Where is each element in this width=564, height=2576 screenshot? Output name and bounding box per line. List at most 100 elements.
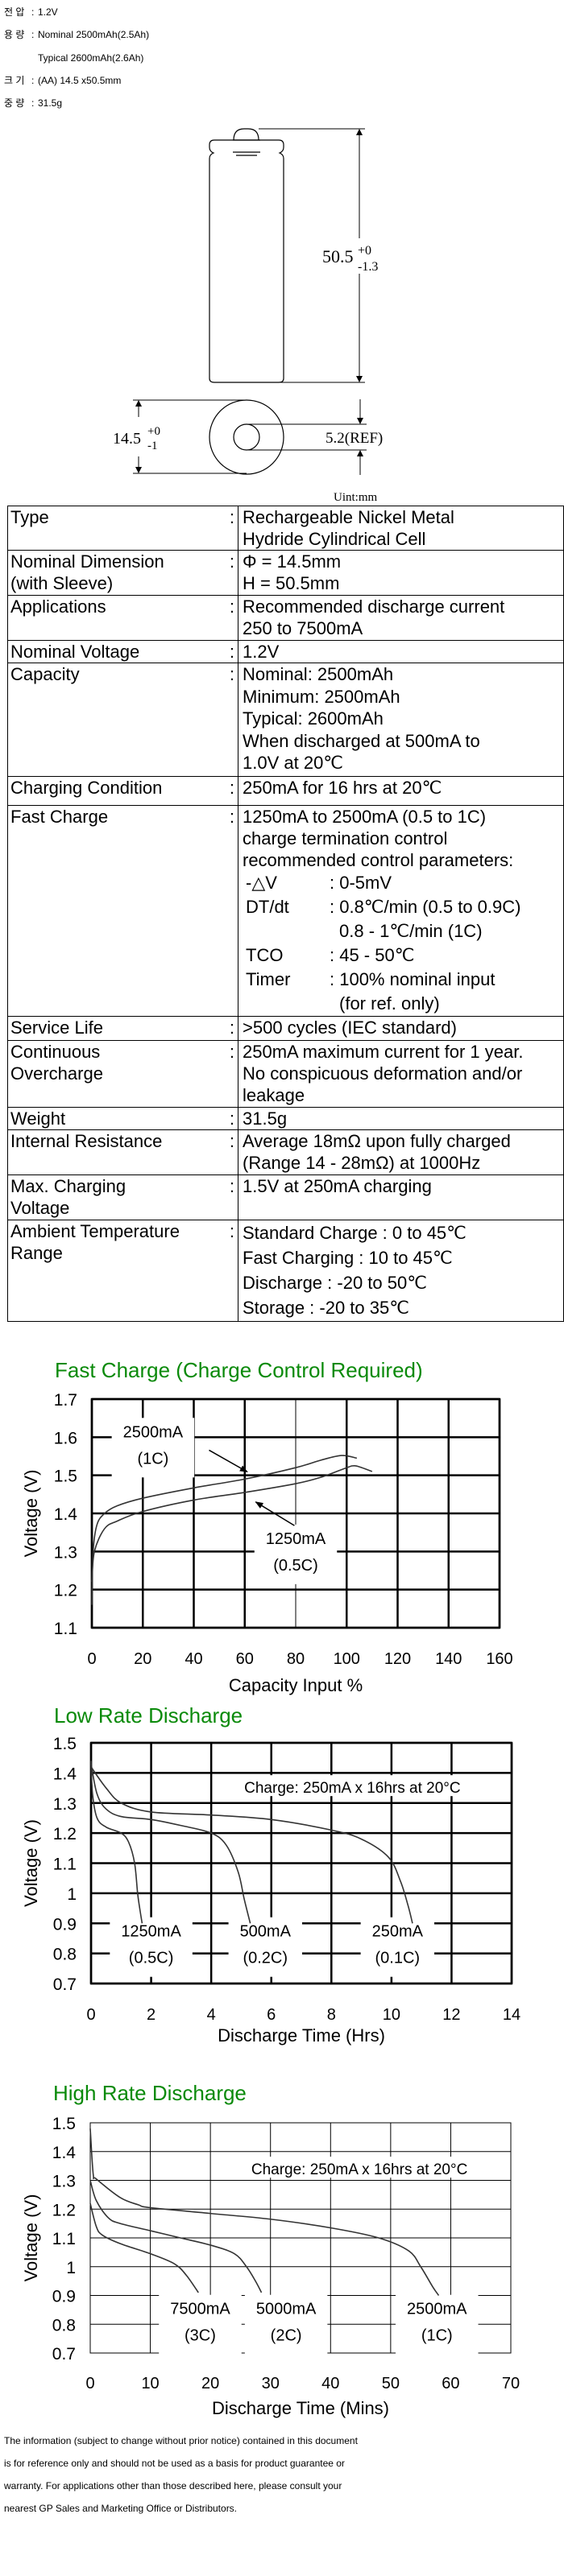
x-tick-label: 6 <box>267 2006 276 2024</box>
series-line <box>91 1465 373 1583</box>
spec-label-cell: Nominal Voltage: <box>7 640 238 663</box>
summary-capacity: 용 량: Nominal 2500mAh(2.5Ah) <box>4 29 149 40</box>
x-tick-label: 80 <box>287 1650 305 1668</box>
control-parameter: -△V: 0-5mV <box>243 871 563 895</box>
y-tick-label: 0.9 <box>53 1915 77 1934</box>
note-background <box>241 1775 464 1797</box>
parameter-name <box>243 919 330 943</box>
x-tick-label: 20 <box>134 1650 151 1668</box>
spec-separator: : <box>229 664 234 684</box>
spec-label: Internal Resistance <box>10 1131 163 1151</box>
spec-value-line: >500 cycles (IEC standard) <box>243 1018 457 1038</box>
x-tick-label: 30 <box>262 2375 280 2392</box>
spec-label-cell: Ambient Temperature Range: <box>7 1220 238 1322</box>
summary-value: 31.5g <box>38 97 63 109</box>
parameter-value: : 100% nominal input <box>330 969 496 989</box>
spec-row: Fast Charge:1250mA to 2500mA (0.5 to 1C)… <box>7 805 564 1017</box>
spec-value-line: Typical: 2600mAh <box>243 708 384 729</box>
parameter-value: : 0-5mV <box>330 873 392 893</box>
spec-label-cell: Internal Resistance: <box>7 1129 238 1175</box>
spec-label-cell: Applications: <box>7 595 238 641</box>
spec-row: Type: Rechargeable Nickel Metal Hydride Cy… <box>7 506 564 551</box>
summary-label: 크 기 <box>4 75 25 86</box>
plot-frame <box>90 1397 501 1629</box>
y-tick-label: 1.2 <box>53 1825 77 1843</box>
disclaimer-line: nearest GP Sales and Marketing Office or… <box>4 2503 238 2514</box>
x-axis-label: Capacity Input % <box>229 1675 363 1695</box>
series-label: 2500mA (1C) <box>396 2294 479 2355</box>
diameter-dimension <box>133 399 367 475</box>
diameter-tolerance-minus: -1 <box>147 440 158 452</box>
spec-value-line: No conspicuous deformation and/or <box>243 1063 523 1084</box>
x-tick-label: 120 <box>384 1650 411 1668</box>
control-parameter: DT/dt: 0.8℃/min (0.5 to 0.9C) <box>243 895 563 919</box>
parameter-value: : 0.8℃/min (0.5 to 0.9C) <box>330 897 521 917</box>
annotation-text: (1C) <box>137 1450 168 1468</box>
parameter-value: 0.8 - 1℃/min (1C) <box>339 921 483 941</box>
series-label: 2500mA (1C) <box>111 1418 195 1478</box>
series-label: 5000mA (2C) <box>244 2294 328 2355</box>
control-parameter: Timer: 100% nominal input <box>243 968 563 992</box>
spec-label: Service Life <box>10 1018 103 1038</box>
spec-value-line: Fast Charging : 10 to 45℃ <box>243 1248 453 1268</box>
x-tick-label: 60 <box>236 1650 254 1668</box>
battery-body <box>209 139 284 383</box>
y-axis-label: Voltage (V) <box>21 1819 41 1907</box>
spec-value-line: Standard Charge : 0 to 45℃ <box>243 1223 467 1243</box>
spec-value-line: 250 to 7500mA <box>243 618 363 638</box>
spec-value-line: 1.0V at 20℃ <box>243 753 344 773</box>
spec-value-line: 250mA maximum current for 1 year. <box>243 1042 524 1062</box>
chart-title: Low Rate Discharge <box>54 1703 243 1728</box>
spec-value-line: (Range 14 - 28mΩ) at 1000Hz <box>243 1153 481 1173</box>
annotation-text: (2C) <box>271 2327 302 2345</box>
x-tick-label: 0 <box>86 2006 95 2024</box>
x-tick-label: 8 <box>327 2006 336 2024</box>
annotation-text: 2500mA <box>123 1423 184 1441</box>
spec-separator: : <box>229 597 234 617</box>
summary-sep: : <box>31 97 35 109</box>
y-tick-label: 1.3 <box>53 1795 77 1814</box>
spec-value-line: Discharge : -20 to 50℃ <box>243 1273 427 1293</box>
spec-value-cell: Average 18mΩ upon fully charged (Range 14… <box>238 1129 564 1175</box>
spec-label: Voltage <box>10 1198 70 1218</box>
height-tolerance-plus: +0 <box>358 244 371 258</box>
summary-sep: : <box>31 75 35 86</box>
battery-terminal-cap <box>233 128 259 141</box>
control-parameter: (for ref. only) <box>243 992 563 1016</box>
charge-condition-note: Charge: 250mA x 16hrs at 20°C <box>251 2161 467 2178</box>
spec-value-cell: 250mA maximum current for 1 year. No cons… <box>238 1040 564 1108</box>
x-axis-label: Discharge Time (Mins) <box>212 2398 389 2418</box>
y-tick-label: 1.1 <box>52 2230 76 2248</box>
unit-label: Uint:mm <box>334 491 378 504</box>
spec-value-cell: 1.2V <box>238 640 564 663</box>
spec-value-line: charge termination control <box>243 828 448 848</box>
x-tick-label: 12 <box>442 2006 460 2024</box>
x-axis-label: Discharge Time (Hrs) <box>218 2025 385 2046</box>
y-tick-label: 0.8 <box>53 1946 77 1964</box>
y-tick-label: 1.3 <box>54 1543 77 1562</box>
spec-value-line: leakage <box>243 1085 305 1105</box>
spec-value-line: Hydride Cylindrical Cell <box>243 529 426 549</box>
spec-label: Nominal Voltage <box>10 642 140 662</box>
spec-value-line: 1.2V <box>243 642 280 662</box>
spec-value-cell: 1.5V at 250mA charging <box>238 1174 564 1220</box>
y-tick-label: 1.5 <box>54 1468 77 1486</box>
diameter-value: 14.5 <box>113 430 141 448</box>
y-tick-label: 1.4 <box>53 1765 77 1783</box>
spec-value-line: Average 18mΩ upon fully charged <box>243 1131 511 1151</box>
spec-label: Weight <box>10 1108 66 1129</box>
series-label: 1250mA (0.5C) <box>110 1917 193 1977</box>
disclaimer-line: The information (subject to change witho… <box>4 2435 358 2446</box>
battery-dimension-drawing: 50.5 +0 -1.3 14.5 +0 -1 5.2(REF) Uint:mm <box>113 128 383 504</box>
series-line <box>89 2128 440 2296</box>
height-tolerance-minus: -1.3 <box>358 260 378 274</box>
arrow-icon <box>209 1449 248 1473</box>
parameter-name <box>243 992 330 1016</box>
parameter-value: : 45 - 50℃ <box>330 945 415 965</box>
annotation-text: (0.1C) <box>375 1950 421 1967</box>
spec-label-cell: Max. Charging Voltage: <box>7 1174 238 1220</box>
spec-separator: : <box>229 507 234 527</box>
spec-label: Capacity <box>10 664 80 684</box>
y-tick-label: 0.7 <box>53 1975 77 1994</box>
annotation-text: 2500mA <box>407 2301 467 2318</box>
